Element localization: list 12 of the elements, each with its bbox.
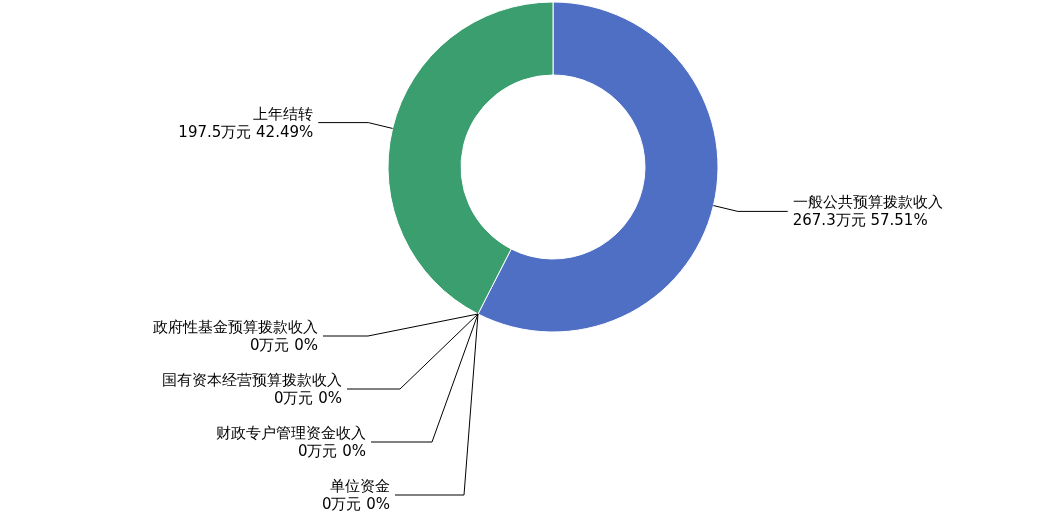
text: 0万元 0% <box>273 389 342 407</box>
text: 0万元 0% <box>249 336 318 354</box>
text: 0万元 0% <box>321 495 390 513</box>
text: 0万元 0% <box>297 442 366 460</box>
slice-label: 上年结转 <box>253 104 314 123</box>
category-label: 国有资本经营预算拨款收入 <box>162 371 342 389</box>
category-label: 政府性基金预算拨款收入 <box>153 318 318 336</box>
data-label: 267.3万元 57.51% <box>792 211 928 230</box>
slice-label: 一般公共预算拨款收入 <box>792 193 943 212</box>
category-label: 财政专户管理资金收入 <box>216 424 366 442</box>
category-label: 单位资金 <box>330 477 390 495</box>
data-label: 197.5万元 42.49% <box>178 122 314 141</box>
